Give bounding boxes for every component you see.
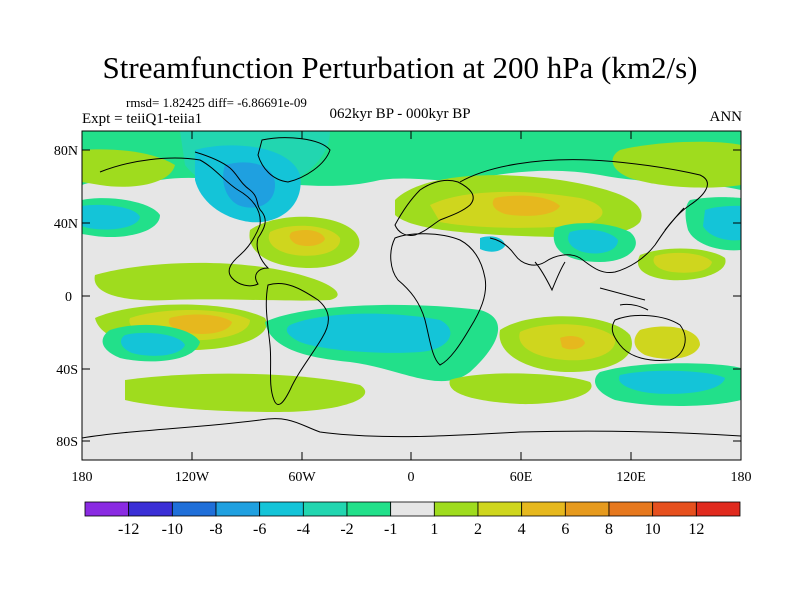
colorbar-swatch [390,501,435,517]
colorbar-label: -10 [162,521,183,538]
contour-australia-pos [634,326,700,359]
colorbar-label: 6 [561,521,569,538]
colorbar-label: -6 [253,521,266,538]
coastlines [82,137,741,439]
colorbar-swatch [564,501,610,517]
colorbar-swatch [346,501,392,517]
colorbar-label: 12 [688,521,704,538]
lon-label-120w: 120W [175,470,210,485]
colorbar-swatch [84,501,130,517]
lon-label-0: 0 [408,470,415,485]
coast-antarctica [82,418,741,439]
colorbar-swatch [215,501,261,517]
contour-south-pos-ring-east [449,373,592,405]
contour-asia-neg2 [568,229,618,254]
colorbar-label: 2 [474,521,482,538]
colorbar-swatch [477,501,523,517]
contour-indian-pos3 [560,335,585,350]
colorbar-swatch [695,501,741,517]
contour-fields [82,131,741,412]
contour-far-east-pos [612,141,741,188]
contour-arabia-neg [480,236,505,252]
contour-north-atlantic-core [223,162,275,208]
coast-australia [611,315,686,361]
stats-text: rmsd= 1.82425 diff= -6.86691e-09 [126,95,307,110]
contour-north-west-pos [82,149,175,187]
figure-title: Streamfunction Perturbation at 200 hPa (… [102,50,698,85]
colorbar-label: -12 [118,521,139,538]
lat-label-0: 0 [65,290,72,305]
colorbar-swatch [128,501,173,517]
coast-indonesia [599,287,649,311]
lat-label-80n: 80N [54,144,78,159]
colorbar-label: 1 [430,521,438,538]
colorbar-swatch [521,501,566,517]
coast-europe [394,179,474,236]
contour-atlantic-pos3 [289,230,325,247]
contour-pacific-pos2 [653,252,712,273]
colorbar-label: -8 [209,521,222,538]
contour-ne-pacific-neg2 [703,205,741,241]
coast-india [534,261,566,292]
contour-south-pos-ring [125,373,366,412]
colorbar-swatch [259,501,304,517]
coast-asia [459,159,708,274]
lon-ticks [191,131,632,460]
colorbar-label: 10 [645,521,661,538]
contour-eurasia-pos3 [492,195,560,216]
lon-label-60w: 60W [288,470,316,485]
colorbar-label: 4 [518,521,526,538]
contour-sw-pacific-neg2 [120,332,185,356]
colorbar-swatch [171,501,217,517]
experiment-label: Expt = teiiQ1-teiia1 [82,111,203,127]
colorbar-swatch [433,501,479,517]
contour-tropics-pos [94,262,338,301]
season-label: ANN [709,109,743,125]
colorbar-label: -2 [340,521,353,538]
lon-label-180e: 180 [731,470,752,485]
lon-label-120e: 120E [616,470,646,485]
lat-label-40n: 40N [54,217,78,232]
colorbar-label: -1 [384,521,397,538]
contour-sp-pos3 [168,314,232,334]
colorbar-label: -4 [297,521,310,538]
lat-ticks [82,149,741,442]
coast-africa [390,233,487,366]
colorbar: -12 -10 -8 -6 -4 -2 -1 1 2 4 6 8 10 12 [84,501,741,538]
lat-label-80s: 80S [56,435,78,450]
coast-north-america [99,151,270,287]
colorbar-swatch [608,501,654,517]
lon-label-180w: 180 [72,470,93,485]
lat-label-40s: 40S [56,363,78,378]
colorbar-label: 8 [605,521,613,538]
colorbar-swatch [652,501,697,517]
coast-south-america [265,283,329,405]
colorbar-swatch [302,501,348,517]
coast-japan [664,207,685,231]
contour-nw-pacific-neg2 [82,204,140,230]
lon-label-60e: 60E [510,470,533,485]
coast-greenland [257,137,331,183]
period-label: 062kyr BP - 000kyr BP [329,106,471,122]
contour-so-neg2 [618,370,725,394]
